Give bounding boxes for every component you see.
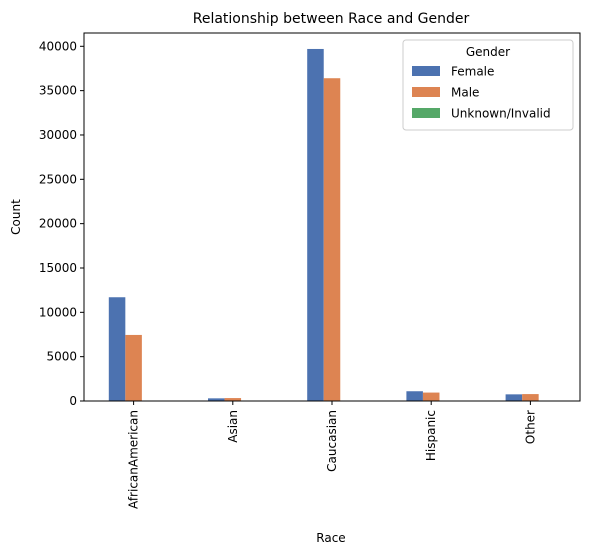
legend-title: Gender (466, 45, 510, 59)
x-axis-label: Race (316, 531, 345, 545)
bar-female-africanamerican (108, 297, 126, 401)
x-tick-label: Asian (226, 410, 240, 443)
legend-label: Female (451, 65, 494, 79)
y-tick-label: 40000 (39, 39, 77, 53)
y-tick-label: 30000 (39, 128, 77, 142)
bar-male-asian (224, 398, 242, 401)
bar-male-other (522, 394, 539, 401)
legend: Gender Female Male Unknown/Invalid (402, 39, 574, 131)
y-tick-label: 15000 (39, 261, 77, 275)
bar-male-caucasian (323, 78, 341, 402)
bar-male-africanamerican (125, 334, 142, 401)
legend-swatch (412, 87, 440, 97)
chart-title: Relationship between Race and Gender (193, 11, 470, 27)
bar-male-hispanic (422, 392, 440, 401)
legend-swatch (412, 108, 440, 118)
legend-swatch (412, 66, 440, 76)
y-tick-label: 5000 (46, 350, 77, 364)
y-tick-label: 25000 (39, 172, 77, 186)
bar-female-hispanic (406, 391, 423, 401)
y-axis-label: Count (9, 199, 23, 235)
bar-female-asian (208, 398, 225, 401)
bar-female-other (505, 394, 523, 401)
y-tick-label: 20000 (39, 217, 77, 231)
bar-female-caucasian (307, 48, 324, 401)
x-tick-label: AfricanAmerican (127, 410, 141, 509)
x-tick-label: Hispanic (424, 410, 438, 461)
plot-frame (83, 32, 581, 402)
x-tick-label: Other (523, 410, 537, 444)
y-tick-label: 10000 (39, 305, 77, 319)
legend-label: Male (451, 86, 479, 100)
plot-area: 0 5000 10000 15000 20000 25000 30000 35000 40000… (39, 39, 539, 509)
y-tick-label: 0 (69, 394, 77, 408)
legend-label: Unknown/Invalid (451, 107, 551, 121)
x-tick-label: Caucasian (325, 410, 339, 472)
legend-frame (402, 39, 574, 131)
y-tick-label: 35000 (39, 84, 77, 98)
